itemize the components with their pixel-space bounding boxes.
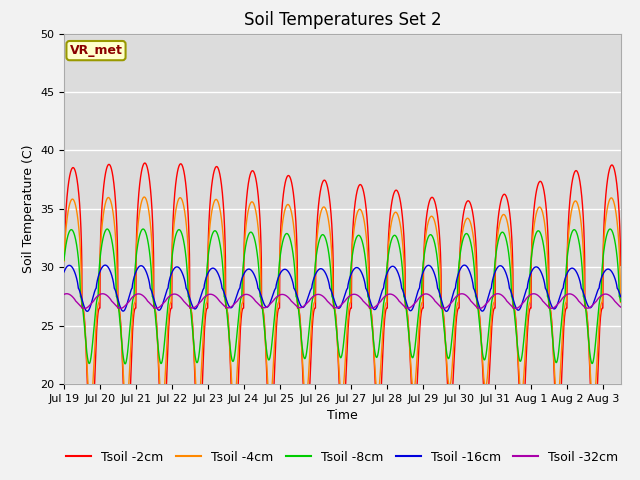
Text: VR_met: VR_met bbox=[70, 44, 122, 57]
Y-axis label: Soil Temperature (C): Soil Temperature (C) bbox=[22, 144, 35, 273]
Legend: Tsoil -2cm, Tsoil -4cm, Tsoil -8cm, Tsoil -16cm, Tsoil -32cm: Tsoil -2cm, Tsoil -4cm, Tsoil -8cm, Tsoi… bbox=[61, 446, 623, 469]
Title: Soil Temperatures Set 2: Soil Temperatures Set 2 bbox=[244, 11, 441, 29]
X-axis label: Time: Time bbox=[327, 409, 358, 422]
